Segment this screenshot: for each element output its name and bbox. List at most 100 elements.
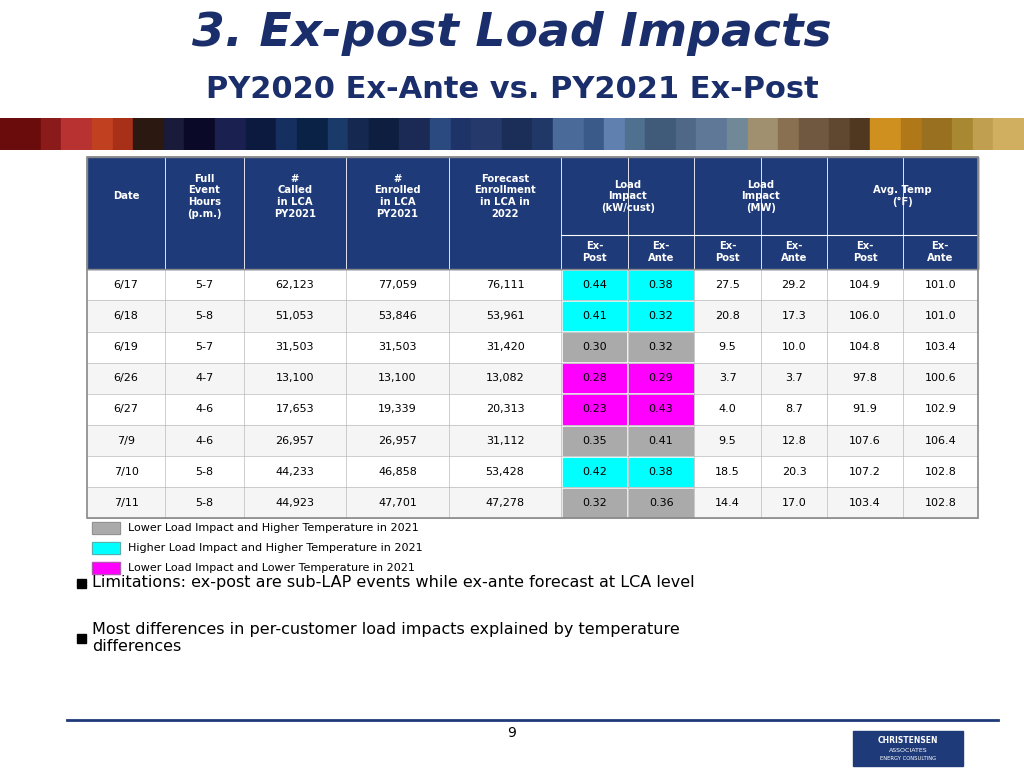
Text: 106.4: 106.4	[925, 435, 956, 445]
Text: #
Enrolled
in LCA
PY2021: # Enrolled in LCA PY2021	[374, 174, 421, 219]
Bar	[604, 118, 625, 150]
Bar	[92, 542, 120, 554]
Text: 0.38: 0.38	[648, 467, 674, 477]
Text: 102.8: 102.8	[925, 467, 956, 477]
Text: 19,339: 19,339	[378, 405, 417, 415]
Bar	[922, 118, 952, 150]
Bar	[92, 118, 113, 150]
Text: CHRISTENSEN: CHRISTENSEN	[878, 737, 938, 745]
Bar	[451, 118, 471, 150]
Text: 0.35: 0.35	[583, 435, 607, 445]
Text: 5-7: 5-7	[196, 343, 213, 353]
Text: 9.5: 9.5	[719, 435, 736, 445]
Text: 77,059: 77,059	[378, 280, 417, 290]
Text: #
Called
in LCA
PY2021: # Called in LCA PY2021	[273, 174, 316, 219]
Bar	[87, 487, 978, 518]
Text: PY2020 Ex-Ante vs. PY2021 Ex-Post: PY2020 Ex-Ante vs. PY2021 Ex-Post	[206, 74, 818, 104]
Text: 103.4: 103.4	[925, 343, 956, 353]
Text: 13,100: 13,100	[378, 373, 417, 383]
Bar	[92, 542, 120, 554]
Bar	[471, 118, 502, 150]
Text: ENERGY CONSULTING: ENERGY CONSULTING	[880, 756, 936, 762]
Bar	[853, 731, 963, 766]
Bar	[563, 458, 627, 486]
Text: 31,420: 31,420	[485, 343, 524, 353]
Bar	[727, 118, 748, 150]
Bar	[87, 157, 978, 518]
Text: Limitations: ex-post are sub-LAP events while ex-ante forecast at LCA level: Limitations: ex-post are sub-LAP events …	[92, 575, 694, 591]
Text: 20.8: 20.8	[715, 311, 740, 321]
Text: 6/18: 6/18	[114, 311, 138, 321]
Text: Ex-
Ante: Ex- Ante	[648, 241, 674, 263]
Bar	[113, 118, 133, 150]
Text: 7/10: 7/10	[114, 467, 138, 477]
Text: 102.8: 102.8	[925, 498, 956, 508]
Bar	[87, 394, 978, 425]
Bar	[164, 118, 184, 150]
Text: Ex-
Ante: Ex- Ante	[927, 241, 953, 263]
Text: 0.32: 0.32	[583, 498, 607, 508]
Bar	[41, 118, 61, 150]
Text: Ex-
Ante: Ex- Ante	[781, 241, 807, 263]
Text: Ex-
Post: Ex- Post	[583, 241, 607, 263]
Bar	[87, 456, 978, 487]
Bar	[645, 118, 676, 150]
Bar	[563, 302, 627, 330]
Bar	[87, 157, 978, 270]
Bar	[87, 425, 978, 456]
Bar	[184, 118, 215, 150]
Text: 0.28: 0.28	[582, 373, 607, 383]
Text: Ex-
Post: Ex- Post	[853, 241, 878, 263]
Text: 5-8: 5-8	[196, 498, 213, 508]
Text: 10.0: 10.0	[781, 343, 806, 353]
Text: 7/11: 7/11	[114, 498, 138, 508]
Bar	[87, 300, 978, 332]
Text: 0.23: 0.23	[583, 405, 607, 415]
Bar	[87, 362, 978, 394]
Text: 3.7: 3.7	[719, 373, 736, 383]
Bar	[87, 157, 978, 270]
Bar	[630, 364, 693, 392]
Text: 3.7: 3.7	[785, 373, 803, 383]
Text: 53,428: 53,428	[485, 467, 524, 477]
Bar	[246, 118, 276, 150]
Bar	[553, 118, 584, 150]
Text: 9: 9	[508, 726, 516, 740]
Text: 7/9: 7/9	[117, 435, 135, 445]
Bar	[748, 118, 778, 150]
Text: 26,957: 26,957	[275, 435, 314, 445]
Bar	[369, 118, 399, 150]
Text: 53,846: 53,846	[378, 311, 417, 321]
Text: 13,100: 13,100	[275, 373, 314, 383]
Text: 0.38: 0.38	[648, 280, 674, 290]
Text: 91.9: 91.9	[853, 405, 878, 415]
Text: 47,278: 47,278	[485, 498, 524, 508]
Text: Load
Impact
(MW): Load Impact (MW)	[741, 180, 780, 213]
Bar	[630, 302, 693, 330]
Bar	[430, 118, 451, 150]
Text: 4-7: 4-7	[196, 373, 214, 383]
Text: 6/19: 6/19	[114, 343, 138, 353]
Text: Higher Load Impact and Higher Temperature in 2021: Higher Load Impact and Higher Temperatur…	[128, 544, 423, 554]
Text: 107.2: 107.2	[849, 467, 881, 477]
Text: 0.32: 0.32	[648, 311, 674, 321]
Bar	[630, 426, 693, 455]
Text: 12.8: 12.8	[781, 435, 807, 445]
Bar	[850, 118, 870, 150]
Text: Most differences in per-customer load impacts explained by temperature
differenc: Most differences in per-customer load im…	[92, 622, 680, 654]
Text: 31,503: 31,503	[378, 343, 417, 353]
Text: Load
Impact
(kW/cust): Load Impact (kW/cust)	[601, 180, 654, 213]
Bar	[502, 118, 532, 150]
Text: 0.41: 0.41	[583, 311, 607, 321]
Text: 47,701: 47,701	[378, 498, 417, 508]
Text: 6/27: 6/27	[114, 405, 138, 415]
Text: 31,112: 31,112	[485, 435, 524, 445]
Bar	[92, 562, 120, 574]
Text: Lower Load Impact and Higher Temperature in 2021: Lower Load Impact and Higher Temperature…	[128, 524, 419, 534]
Bar	[778, 118, 799, 150]
Text: 0.41: 0.41	[648, 435, 674, 445]
Text: Forecast
Enrollment
in LCA in
2022: Forecast Enrollment in LCA in 2022	[474, 174, 536, 219]
Bar	[630, 396, 693, 423]
Text: 0.43: 0.43	[648, 405, 674, 415]
Bar	[630, 488, 693, 517]
